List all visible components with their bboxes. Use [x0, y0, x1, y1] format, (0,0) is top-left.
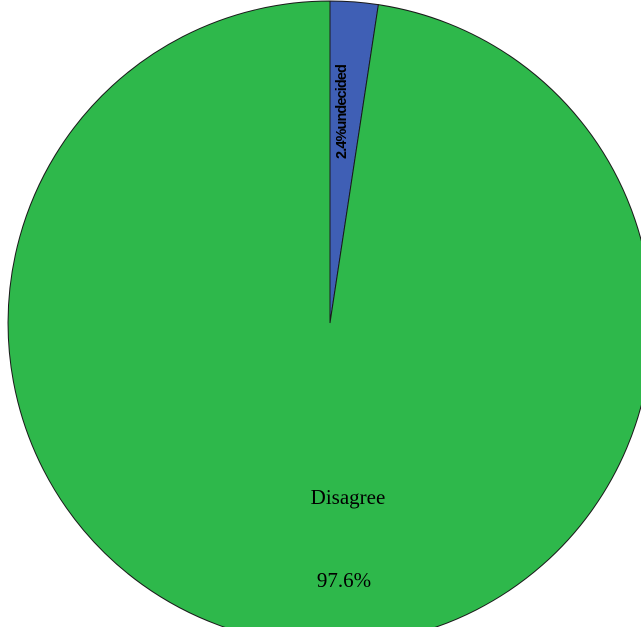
slice-label-disagree-name: Disagree [311, 485, 386, 509]
pie-slices [7, 0, 641, 627]
slice-label-disagree-value: 97.6% [317, 568, 371, 592]
pie-labels: 2.4%undecided Disagree 97.6% [311, 65, 386, 592]
slice-label-undecided: 2.4%undecided [334, 65, 350, 159]
pie-slice-disagree [7, 0, 641, 627]
slice-name-undecided: undecided [334, 65, 350, 129]
slice-value-undecided: 2.4% [334, 128, 350, 158]
